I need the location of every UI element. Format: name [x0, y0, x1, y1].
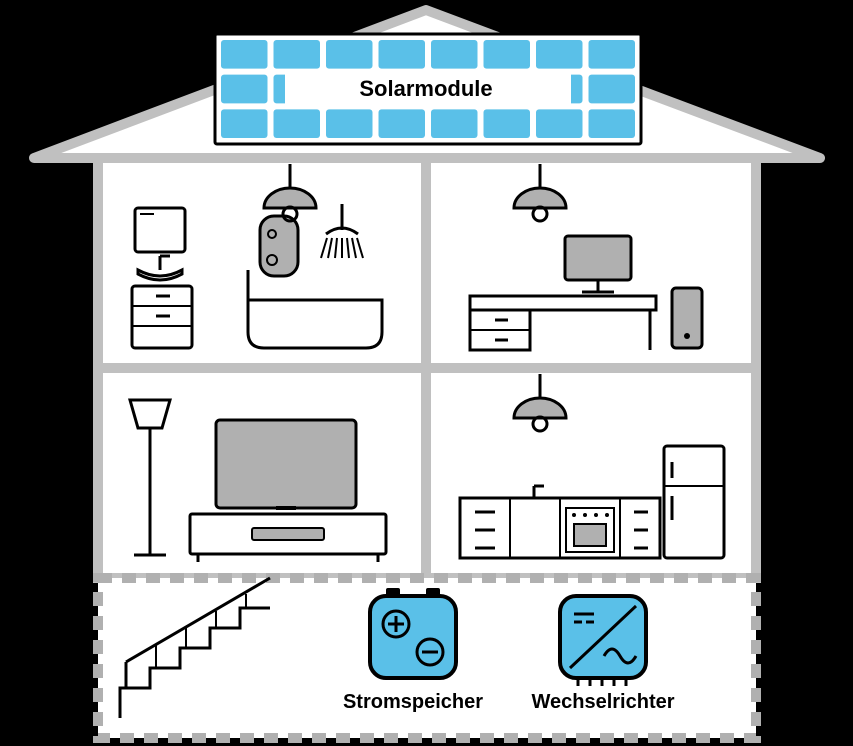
- monitor-icon: [565, 236, 631, 280]
- solar-cell: [431, 109, 478, 138]
- solar-cell: [326, 109, 373, 138]
- solar-cell: [589, 40, 636, 69]
- solar-cell: [379, 109, 426, 138]
- battery-icon: [370, 596, 456, 678]
- solar-cell: [484, 40, 531, 69]
- solar-cell: [221, 109, 268, 138]
- solar-cell: [589, 75, 636, 104]
- water-heater-icon: [260, 216, 298, 276]
- solar-cell: [326, 40, 373, 69]
- solar-cell: [221, 40, 268, 69]
- solar-cell: [221, 75, 268, 104]
- solar-label: Solarmodule: [359, 76, 492, 101]
- solar-cell: [536, 40, 583, 69]
- solar-cell: [274, 40, 321, 69]
- solar-cell: [589, 109, 636, 138]
- solar-cell: [274, 109, 321, 138]
- solar-cell: [379, 40, 426, 69]
- battery-label: Stromspeicher: [343, 691, 483, 713]
- inverter-label: Wechselrichter: [531, 691, 674, 713]
- solar-cell: [431, 40, 478, 69]
- solar-cell: [484, 109, 531, 138]
- solar-cell: [536, 109, 583, 138]
- tv-icon: [216, 420, 356, 508]
